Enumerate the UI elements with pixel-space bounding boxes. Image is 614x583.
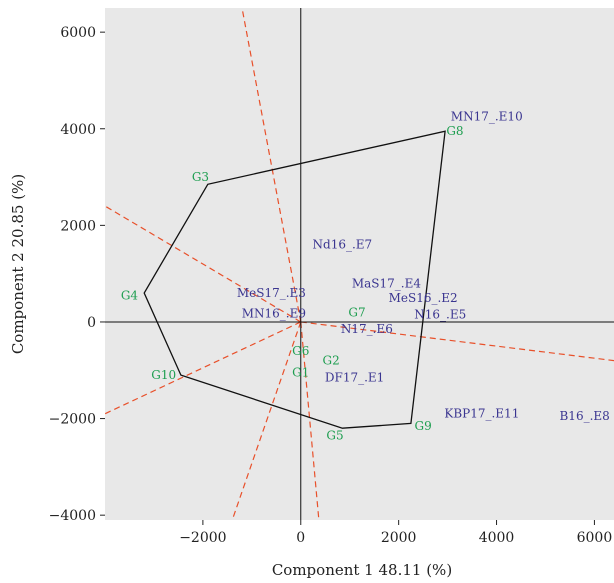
environment-label-n17-e6: N17_.E6 (341, 322, 393, 336)
y-tick-label: 4000 (60, 122, 96, 138)
environment-label-kbp17-e11: KBP17_.E11 (444, 407, 519, 421)
x-tick-label: −2000 (179, 530, 226, 546)
x-tick-label: 2000 (381, 530, 417, 546)
plot-area (105, 8, 614, 520)
genotype-label-g4: G4 (121, 288, 139, 302)
y-axis-title: Component 2 20.85 (%) (9, 174, 27, 354)
genotype-label-g3: G3 (192, 170, 209, 184)
x-tick-label: 0 (296, 530, 305, 546)
y-tick-label: −2000 (49, 412, 96, 428)
genotype-label-g9: G9 (415, 419, 432, 433)
y-tick-label: −4000 (49, 508, 96, 524)
environment-label-mn17-e10: MN17_.E10 (451, 110, 523, 124)
genotype-label-g6: G6 (292, 344, 309, 358)
environment-label-df17-e1: DF17_.E1 (325, 371, 384, 385)
x-axis-title: Component 1 48.11 (%) (272, 561, 452, 579)
genotype-label-g8: G8 (446, 124, 463, 138)
genotype-label-g10: G10 (151, 368, 176, 382)
genotype-label-g2: G2 (322, 354, 339, 368)
environment-label-b16-e8: B16_.E8 (559, 409, 609, 423)
y-axis-ticks: −4000 −2000 0 2000 4000 6000 (49, 25, 105, 524)
environment-label-mes17-e3: MeS17_.E3 (237, 286, 306, 300)
environment-label-n16-e5: N16_.E5 (414, 308, 466, 322)
x-tick-label: 4000 (479, 530, 515, 546)
genotype-label-g1: G1 (292, 366, 309, 380)
y-tick-label: 0 (87, 315, 96, 331)
environment-label-nd16-e7: Nd16_.E7 (313, 238, 373, 252)
environment-label-mes16-e2: MeS16_.E2 (389, 291, 458, 305)
x-tick-label: 6000 (577, 530, 613, 546)
y-tick-label: 2000 (60, 218, 96, 234)
x-axis-ticks: −2000 0 2000 4000 6000 (179, 520, 612, 546)
genotype-label-g7: G7 (348, 305, 365, 319)
y-tick-label: 6000 (60, 25, 96, 41)
environment-label-mn16-e9: MN16_.E9 (242, 306, 306, 320)
environment-label-mas17-e4: MaS17_.E4 (352, 276, 422, 290)
genotype-label-g5: G5 (326, 428, 343, 442)
